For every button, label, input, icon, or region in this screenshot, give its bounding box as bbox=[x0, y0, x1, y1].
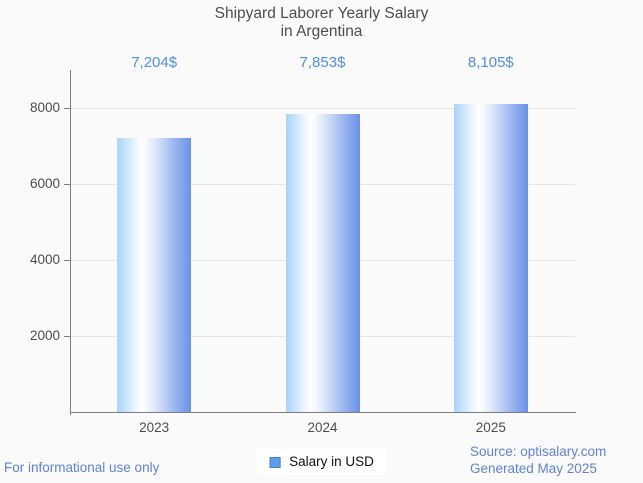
disclaimer-text: For informational use only bbox=[4, 460, 160, 475]
y-axis-tick-label: 8000 bbox=[29, 100, 60, 115]
y-axis-tick bbox=[64, 336, 70, 337]
y-axis-tick bbox=[64, 108, 70, 109]
y-axis-line bbox=[70, 70, 71, 415]
chart-title-line1: Shipyard Laborer Yearly Salary bbox=[214, 5, 429, 22]
chart-title: Shipyard Laborer Yearly Salary in Argent… bbox=[0, 5, 643, 41]
generated-text: Generated May 2025 bbox=[470, 461, 597, 476]
y-axis-tick bbox=[64, 260, 70, 261]
bar-2025 bbox=[453, 104, 528, 412]
bar-value-label: 8,105$ bbox=[467, 54, 514, 71]
legend-label: Salary in USD bbox=[289, 454, 374, 469]
y-gridline bbox=[71, 108, 575, 109]
x-axis-label-2023: 2023 bbox=[139, 420, 170, 435]
y-axis-tick-label: 4000 bbox=[29, 252, 60, 267]
legend: Salary in USD bbox=[256, 449, 387, 475]
x-axis-label-2025: 2025 bbox=[475, 420, 506, 435]
y-axis-tick bbox=[64, 184, 70, 185]
x-axis-label-2024: 2024 bbox=[307, 420, 338, 435]
chart-title-line2: in Argentina bbox=[280, 23, 363, 40]
bar-2023 bbox=[117, 138, 192, 412]
bar-value-label: 7,853$ bbox=[299, 54, 346, 71]
y-axis-tick-label: 2000 bbox=[29, 328, 60, 343]
legend-swatch-icon bbox=[269, 456, 281, 468]
y-axis-tick-label: 6000 bbox=[29, 176, 60, 191]
source-block: Source: optisalary.com Generated May 202… bbox=[470, 443, 606, 477]
bar-2024 bbox=[285, 113, 360, 412]
x-axis-line bbox=[70, 412, 576, 413]
bar-value-label: 7,204$ bbox=[131, 54, 178, 71]
source-text: Source: optisalary.com bbox=[470, 444, 607, 459]
